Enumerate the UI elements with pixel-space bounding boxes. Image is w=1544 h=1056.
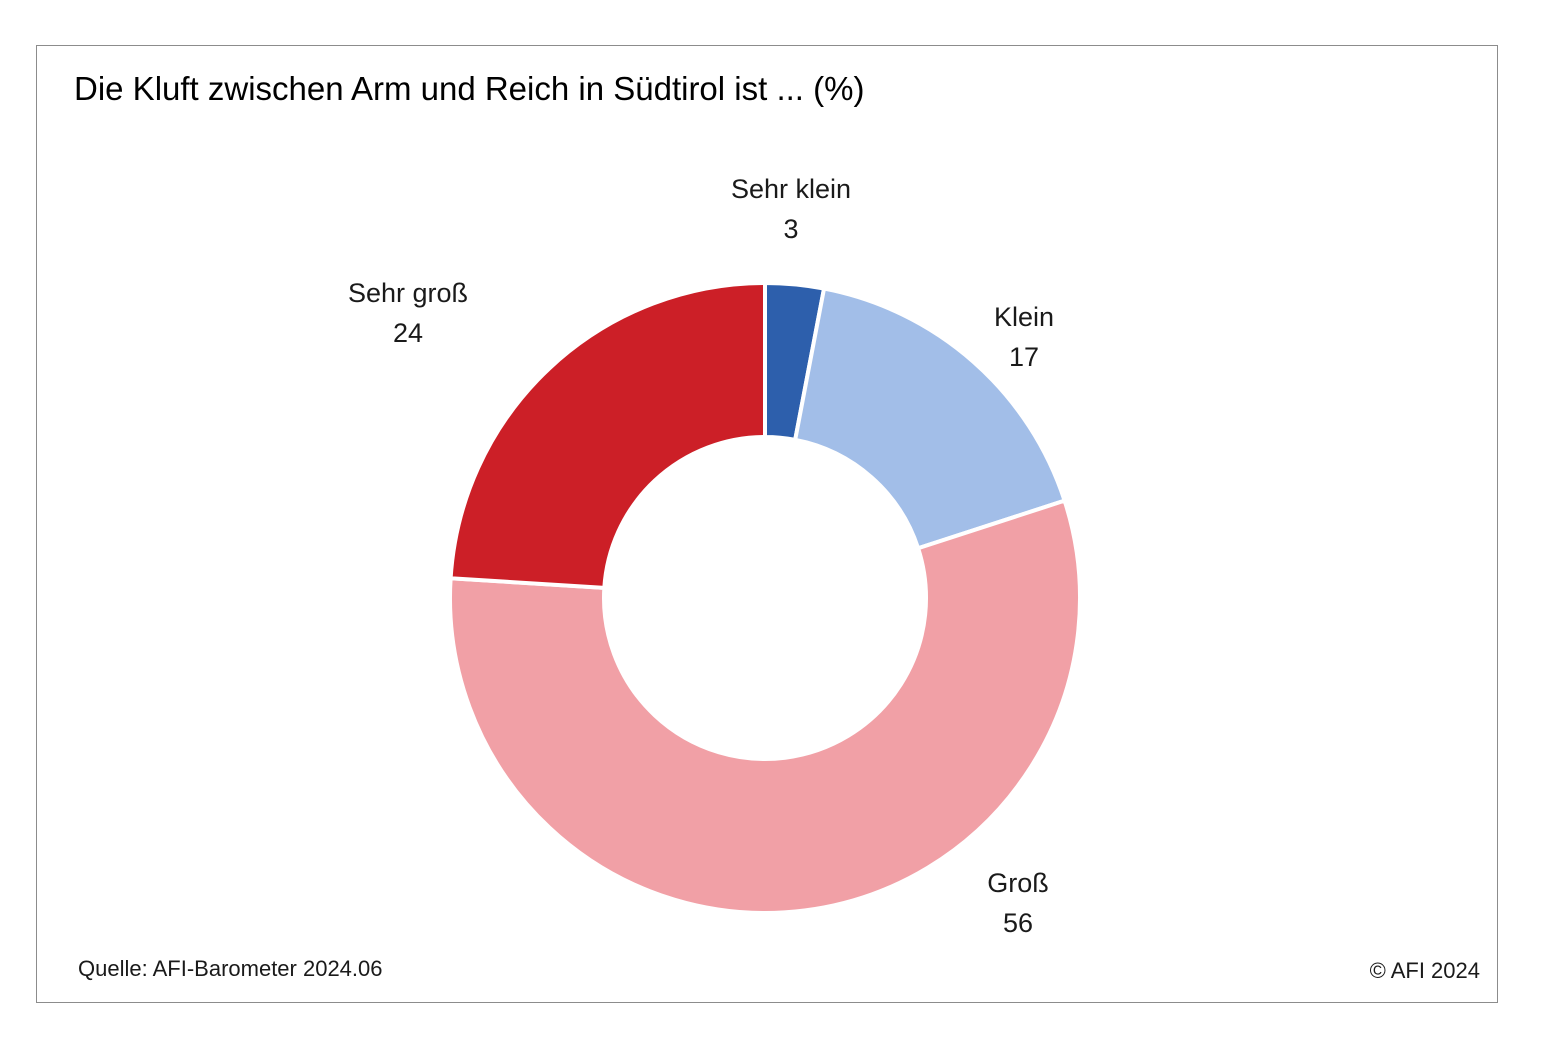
slice-label-gross: Groß xyxy=(987,868,1049,898)
slice-sehr-gross xyxy=(448,281,767,590)
chart-title: Die Kluft zwischen Arm und Reich in Südt… xyxy=(74,70,865,107)
slice-klein xyxy=(793,286,1067,551)
slice-label-klein: Klein xyxy=(994,302,1054,332)
slice-label-sehr-gross: Sehr groß xyxy=(348,278,468,308)
slice-labels: Sehr klein 3 Klein 17 Groß 56 Sehr groß 24 xyxy=(348,174,1054,938)
source-note: Quelle: AFI-Barometer 2024.06 xyxy=(78,956,383,981)
slice-label-sehr-klein: Sehr klein xyxy=(731,174,851,204)
slice-gross xyxy=(448,498,1082,915)
slice-value-sehr-gross: 24 xyxy=(393,318,423,348)
donut-slices xyxy=(448,281,1082,915)
copyright-note: © AFI 2024 xyxy=(1369,958,1480,983)
slice-value-sehr-klein: 3 xyxy=(783,214,798,244)
slice-value-klein: 17 xyxy=(1009,342,1039,372)
slice-value-gross: 56 xyxy=(1003,908,1033,938)
